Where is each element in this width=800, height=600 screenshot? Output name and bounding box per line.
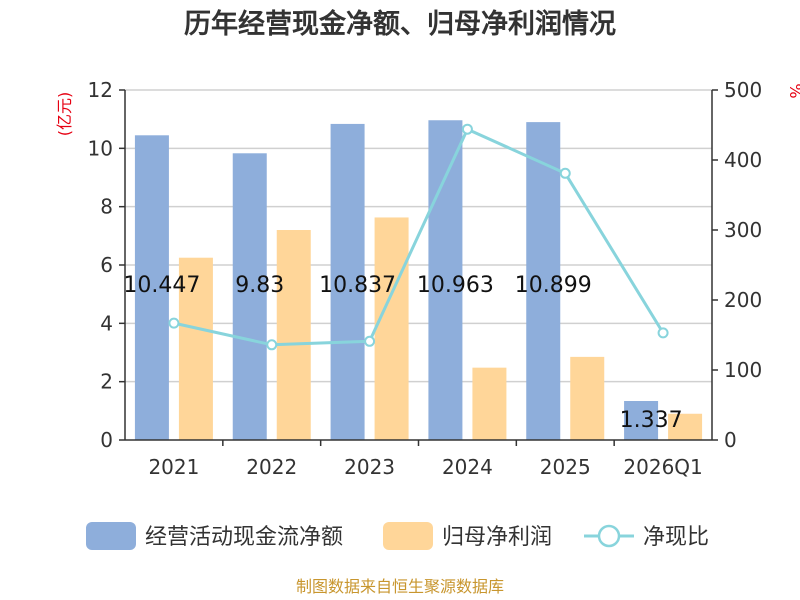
x-tick-label: 2023	[344, 455, 395, 479]
right-tick-label: 300	[724, 218, 762, 242]
left-tick-label: 10	[88, 136, 113, 160]
chart-title: 历年经营现金净额、归母净利润情况	[184, 8, 616, 40]
legend-swatch	[383, 522, 433, 550]
x-tick-label: 2026Q1	[623, 455, 702, 479]
line-point	[559, 167, 571, 179]
bar-data-label: 10.837	[319, 273, 396, 298]
legend-swatch-marker	[597, 524, 621, 548]
grid	[125, 89, 712, 383]
bar-data-label: 10.447	[123, 273, 200, 298]
legend-swatch	[86, 522, 136, 550]
right-tick-label: 400	[724, 148, 762, 172]
line-path	[173, 127, 665, 347]
left-tick-label: 6	[100, 253, 113, 277]
bar-profit	[668, 413, 703, 440]
legend[interactable]: 经营活动现金流净额 归母净利润 净现比	[86, 522, 709, 550]
x-tick-label: 2024	[442, 455, 493, 479]
left-tick-label: 8	[100, 195, 113, 219]
bar-profit	[472, 367, 507, 440]
left-tick-label: 12	[88, 78, 113, 102]
right-tick-label: 0	[724, 428, 737, 452]
x-tick-label: 2021	[148, 455, 199, 479]
legend-item-1[interactable]: 归母净利润	[383, 522, 552, 550]
line-point	[266, 339, 278, 351]
bar-data-label: 10.963	[417, 273, 494, 298]
left-tick-label: 2	[100, 370, 113, 394]
bar-data-label: 10.899	[515, 273, 592, 298]
right-tick-label: 200	[724, 288, 762, 312]
bar-cashflow	[232, 153, 267, 440]
bar-profit	[178, 257, 213, 440]
bar-data-label: 9.83	[235, 273, 284, 298]
bars	[134, 120, 703, 441]
legend-label: 经营活动现金流净额	[145, 525, 343, 550]
left-tick-label: 4	[100, 311, 113, 335]
legend-label: 归母净利润	[442, 525, 552, 550]
data-labels: 10.447 9.83 10.837 10.963 10.899 1.337	[123, 273, 682, 433]
x-tick-label: 2022	[246, 455, 297, 479]
bar-cashflow	[330, 123, 365, 440]
right-tick-label: 500	[724, 78, 762, 102]
axes: 0 2 4 6 8 10 12 0 100 200 300 400 500 2021 2022 2023 202…	[55, 78, 800, 479]
bar-profit	[570, 356, 605, 440]
x-tick-label: 2025	[540, 455, 591, 479]
legend-label: 净现比	[643, 525, 709, 550]
line-point	[461, 123, 473, 135]
source-note: 制图数据来自恒生聚源数据库	[296, 577, 504, 596]
line-point	[657, 327, 669, 339]
bar-data-label: 1.337	[620, 408, 683, 433]
legend-item-0[interactable]: 经营活动现金流净额	[86, 522, 343, 550]
bar-cashflow	[134, 135, 169, 440]
legend-item-2[interactable]: 净现比	[584, 524, 709, 550]
line-point	[364, 335, 376, 347]
line-series	[168, 123, 669, 351]
line-point	[168, 317, 180, 329]
right-tick-label: 100	[724, 358, 762, 382]
bar-profit	[374, 217, 409, 440]
bar-profit	[276, 230, 311, 440]
bar-cashflow	[526, 122, 561, 441]
bar-cashflow	[624, 401, 659, 440]
right-unit-label: %	[786, 83, 800, 98]
left-unit-label: (亿元)	[55, 92, 74, 137]
left-tick-label: 0	[100, 428, 113, 452]
